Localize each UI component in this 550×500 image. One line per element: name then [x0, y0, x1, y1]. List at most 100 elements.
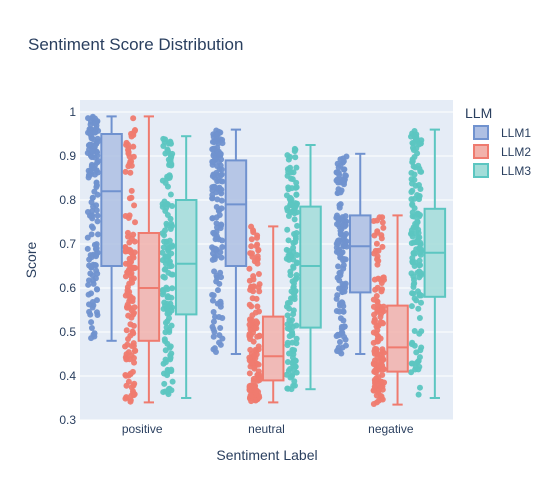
data-point: [412, 164, 419, 171]
data-point: [416, 315, 423, 322]
data-point: [293, 251, 300, 258]
data-point: [379, 346, 386, 353]
data-point: [370, 401, 377, 408]
data-point: [283, 303, 290, 310]
data-point: [127, 370, 134, 377]
data-point: [217, 177, 224, 184]
data-point: [284, 342, 291, 349]
data-point: [293, 209, 300, 216]
y-tick-label: 0.3: [59, 413, 76, 427]
box-llm2: [137, 232, 161, 342]
data-point: [210, 333, 217, 340]
data-point: [255, 346, 262, 353]
data-point: [128, 384, 135, 391]
data-point: [132, 264, 139, 271]
data-point: [341, 281, 348, 288]
data-point: [213, 278, 220, 285]
data-point: [85, 291, 92, 298]
data-point: [211, 145, 218, 152]
data-point: [341, 166, 348, 173]
data-point: [169, 378, 176, 385]
data-point: [247, 383, 254, 390]
data-point: [254, 232, 261, 239]
x-tick-label: positive: [122, 422, 163, 436]
boxes: [100, 115, 447, 406]
data-point: [288, 175, 295, 182]
data-point: [125, 141, 132, 148]
data-point: [337, 162, 344, 169]
data-point: [287, 295, 294, 302]
data-point: [293, 164, 300, 171]
data-point: [416, 257, 423, 264]
data-point: [161, 266, 168, 273]
data-point: [217, 172, 224, 179]
data-point: [247, 286, 254, 293]
data-point: [371, 319, 378, 326]
data-point: [370, 217, 377, 224]
data-point: [248, 223, 255, 230]
data-point: [93, 125, 100, 132]
data-point: [251, 352, 258, 359]
data-point: [218, 197, 225, 204]
data-point: [88, 199, 95, 206]
data-point: [255, 271, 262, 278]
data-point: [418, 328, 425, 335]
data-point: [286, 350, 293, 357]
data-point: [124, 233, 131, 240]
data-point: [287, 209, 294, 216]
data-point: [218, 254, 225, 261]
data-point: [124, 341, 131, 348]
data-point: [94, 149, 101, 156]
data-points: [84, 113, 425, 408]
data-point: [374, 354, 381, 361]
data-point: [340, 265, 347, 272]
data-point: [293, 272, 300, 279]
data-point: [88, 223, 95, 230]
legend-title: LLM: [465, 105, 492, 121]
data-point: [165, 294, 172, 301]
data-point: [217, 341, 224, 348]
data-point: [130, 340, 137, 347]
data-point: [336, 338, 343, 345]
data-point: [247, 332, 254, 339]
data-point: [218, 274, 225, 281]
data-point: [370, 296, 377, 303]
data-point: [335, 186, 342, 193]
data-point: [380, 274, 387, 281]
data-point: [89, 298, 96, 305]
data-point: [130, 115, 137, 122]
data-point: [342, 213, 349, 220]
data-point: [88, 325, 95, 332]
data-point: [130, 132, 137, 139]
x-axis-title: Sentiment Label: [216, 447, 317, 463]
data-point: [340, 257, 347, 264]
data-point: [339, 344, 346, 351]
data-point: [219, 140, 226, 147]
data-point: [255, 361, 262, 368]
box-llm1: [348, 214, 372, 294]
data-point: [214, 287, 221, 294]
data-point: [342, 242, 349, 249]
data-point: [409, 259, 416, 266]
data-point: [371, 232, 378, 239]
data-point: [413, 297, 420, 304]
data-point: [412, 224, 419, 231]
data-point: [340, 181, 347, 188]
data-point: [127, 398, 134, 405]
data-point: [287, 272, 294, 279]
data-point: [292, 363, 299, 370]
data-point: [219, 244, 226, 251]
data-point: [342, 222, 349, 229]
data-point: [132, 219, 139, 226]
data-point: [84, 234, 91, 241]
data-point: [161, 232, 168, 239]
data-point: [131, 304, 138, 311]
data-point: [290, 244, 297, 251]
data-point: [250, 283, 257, 290]
data-point: [285, 367, 292, 374]
y-tick-label: 0.8: [59, 193, 76, 207]
data-point: [291, 378, 298, 385]
data-point: [164, 340, 171, 347]
data-point: [168, 307, 175, 314]
data-point: [159, 287, 166, 294]
